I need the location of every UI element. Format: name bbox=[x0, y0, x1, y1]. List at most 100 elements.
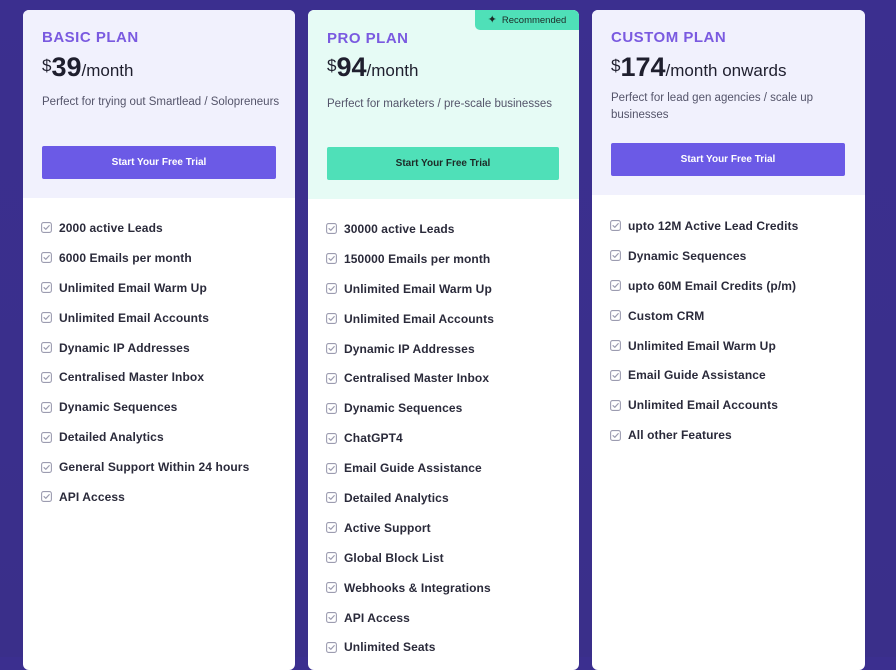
feature-label: Dynamic IP Addresses bbox=[59, 340, 190, 355]
price-amount: 94 bbox=[336, 52, 367, 82]
feature-item: Custom CRM bbox=[610, 301, 798, 331]
feature-item: 6000 Emails per month bbox=[41, 243, 249, 273]
check-square-icon bbox=[326, 313, 337, 325]
feature-label: Dynamic IP Addresses bbox=[344, 341, 475, 356]
feature-item: 30000 active Leads bbox=[326, 214, 494, 244]
check-square-icon bbox=[41, 371, 52, 383]
feature-label: Global Block List bbox=[344, 550, 444, 565]
check-square-icon bbox=[610, 369, 621, 381]
feature-item: 2000 active Leads bbox=[41, 213, 249, 243]
check-square-icon bbox=[41, 312, 52, 324]
check-square-icon bbox=[326, 432, 337, 444]
feature-item: Centralised Master Inbox bbox=[41, 362, 249, 392]
check-square-icon bbox=[41, 431, 52, 443]
plan-description: Perfect for trying out Smartlead / Solop… bbox=[42, 96, 280, 108]
start-free-trial-button[interactable]: Start Your Free Trial bbox=[42, 146, 276, 179]
custom-plan-header: CUSTOM PLAN $174/month onwards Perfect f… bbox=[592, 10, 865, 195]
feature-item: Unlimited Email Warm Up bbox=[610, 331, 798, 361]
check-square-icon bbox=[610, 310, 621, 322]
pro-plan-header: ✦ Recommended PRO PLAN $94/month Perfect… bbox=[308, 10, 579, 199]
feature-item: All other Features bbox=[610, 420, 798, 450]
feature-label: API Access bbox=[59, 489, 125, 504]
feature-item: API Access bbox=[326, 603, 494, 633]
badge-label: Recommended bbox=[501, 14, 567, 26]
check-square-icon bbox=[41, 222, 52, 234]
plan-description: Perfect for lead gen agencies / scale up… bbox=[611, 92, 814, 121]
check-square-icon bbox=[326, 343, 337, 354]
feature-item: Webhooks & Integrations bbox=[326, 573, 494, 603]
feature-label: upto 60M Email Credits (p/m) bbox=[628, 278, 797, 293]
price-currency: $ bbox=[611, 56, 621, 75]
feature-item: Unlimited Email Accounts bbox=[41, 303, 249, 333]
check-square-icon bbox=[610, 399, 621, 411]
feature-item: Global Block List bbox=[326, 543, 494, 573]
feature-label: Detailed Analytics bbox=[59, 430, 164, 445]
feature-item: Email Guide Assistance bbox=[326, 453, 494, 483]
plan-description: Perfect for marketers / pre-scale busine… bbox=[327, 98, 552, 110]
feature-list: 2000 active Leads 6000 Emails per month Un… bbox=[41, 213, 249, 512]
feature-label: Unlimited Seats bbox=[344, 640, 436, 655]
feature-label: Email Guide Assistance bbox=[628, 368, 766, 383]
price-currency: $ bbox=[327, 56, 337, 75]
feature-item: Centralised Master Inbox bbox=[326, 363, 494, 393]
feature-item: Detailed Analytics bbox=[41, 422, 249, 452]
feature-label: API Access bbox=[344, 610, 410, 625]
feature-item: 150000 Emails per month bbox=[326, 244, 494, 274]
feature-list: 30000 active Leads 150000 Emails per mont… bbox=[326, 214, 494, 662]
feature-item: upto 60M Email Credits (p/m) bbox=[610, 271, 798, 301]
feature-label: Unlimited Email Warm Up bbox=[628, 338, 776, 353]
check-square-icon bbox=[326, 492, 337, 504]
feature-item: upto 12M Active Lead Credits bbox=[610, 211, 798, 241]
check-square-icon bbox=[326, 612, 337, 623]
feature-item: Dynamic Sequences bbox=[41, 392, 249, 422]
check-square-icon bbox=[326, 582, 337, 594]
check-square-icon bbox=[41, 252, 52, 264]
feature-item: Detailed Analytics bbox=[326, 483, 494, 513]
feature-label: General Support Within 24 hours bbox=[59, 460, 250, 475]
start-free-trial-button[interactable]: Start Your Free Trial bbox=[327, 147, 559, 180]
price-period: /month onwards bbox=[665, 61, 787, 80]
plan-title: PRO PLAN bbox=[327, 30, 409, 47]
feature-item: Dynamic IP Addresses bbox=[326, 334, 494, 364]
custom-plan-card: CUSTOM PLAN $174/month onwards Perfect f… bbox=[592, 10, 865, 670]
feature-label: 150000 Emails per month bbox=[344, 251, 491, 266]
feature-label: Unlimited Email Accounts bbox=[59, 310, 209, 325]
check-square-icon bbox=[41, 282, 52, 294]
check-square-icon bbox=[326, 402, 337, 414]
check-square-icon bbox=[326, 253, 337, 265]
feature-label: All other Features bbox=[628, 428, 732, 443]
feature-label: Email Guide Assistance bbox=[344, 461, 482, 476]
plan-title: BASIC PLAN bbox=[42, 29, 139, 46]
feature-label: Custom CRM bbox=[628, 308, 705, 323]
feature-item: General Support Within 24 hours bbox=[41, 452, 249, 482]
feature-item: Email Guide Assistance bbox=[610, 360, 798, 390]
feature-list: upto 12M Active Lead Credits Dynamic Sequ… bbox=[610, 211, 798, 450]
check-square-icon bbox=[41, 461, 52, 473]
check-square-icon bbox=[326, 641, 337, 653]
price-period: /month bbox=[366, 61, 419, 80]
feature-item: API Access bbox=[41, 482, 249, 512]
start-free-trial-button[interactable]: Start Your Free Trial bbox=[611, 143, 845, 176]
check-square-icon bbox=[610, 429, 621, 441]
feature-label: upto 12M Active Lead Credits bbox=[628, 218, 799, 233]
feature-item: Unlimited Email Warm Up bbox=[326, 274, 494, 304]
check-square-icon bbox=[326, 462, 337, 474]
sparkle-icon: ✦ bbox=[487, 13, 497, 26]
feature-label: Unlimited Email Accounts bbox=[344, 311, 494, 326]
plan-title: CUSTOM PLAN bbox=[611, 29, 727, 46]
price-amount: 39 bbox=[51, 52, 82, 82]
check-square-icon bbox=[326, 283, 337, 295]
feature-label: 30000 active Leads bbox=[344, 221, 455, 236]
feature-item: Unlimited Email Warm Up bbox=[41, 273, 249, 303]
feature-item: Dynamic Sequences bbox=[326, 393, 494, 423]
price-period: /month bbox=[81, 61, 134, 80]
check-square-icon bbox=[326, 522, 337, 534]
feature-label: Detailed Analytics bbox=[344, 490, 449, 505]
feature-label: 2000 active Leads bbox=[59, 220, 163, 235]
feature-label: Centralised Master Inbox bbox=[59, 370, 205, 385]
feature-label: Unlimited Email Warm Up bbox=[59, 280, 207, 295]
check-square-icon bbox=[41, 342, 52, 353]
check-square-icon bbox=[610, 280, 621, 292]
feature-item: Dynamic IP Addresses bbox=[41, 333, 249, 363]
check-square-icon bbox=[610, 250, 621, 262]
